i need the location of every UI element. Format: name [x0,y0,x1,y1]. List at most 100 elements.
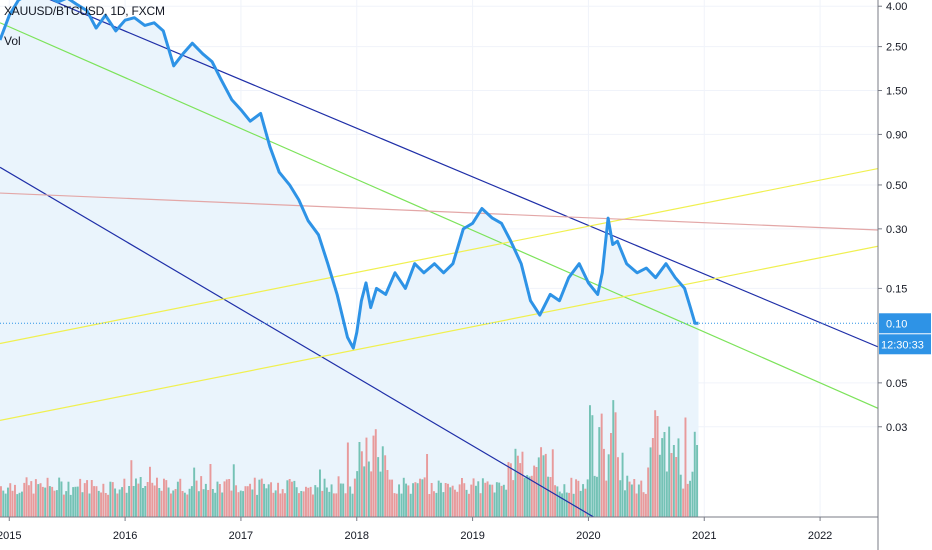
y-tick-label: 0.05 [886,378,907,390]
volume-bar [516,455,519,517]
x-tick-label: 2017 [229,530,253,542]
volume-bar [337,476,340,517]
volume-bar [46,477,49,517]
volume-bar [214,492,217,517]
volume-bar [58,477,61,517]
volume-bar [603,448,605,517]
x-tick-label: 2016 [113,530,137,542]
volume-bar [328,491,331,517]
volume-bar [305,486,307,517]
volume-bar [67,481,70,517]
volume-bar [488,484,491,517]
volume-bar [295,487,298,517]
volume-bar [186,494,189,517]
volume-bar [41,486,44,517]
volume-bar [402,477,405,517]
volume-bar [458,484,461,517]
volume-bar [407,485,410,517]
volume-bar [142,488,144,517]
volume-bar [39,483,42,517]
volume-bar [286,480,289,517]
volume-bar [358,442,361,517]
last-price-badge [879,313,931,334]
volume-bar [34,479,37,517]
volume-bar [277,482,280,517]
volume-bar [624,490,626,517]
volume-bar [551,449,554,517]
volume-bar [132,486,135,517]
volume-bar [672,445,675,517]
y-tick-label: 1.50 [886,86,907,98]
volume-bar [556,486,559,517]
volume-bar [218,484,221,517]
volume-bar [519,463,522,517]
volume-bar [172,490,175,517]
volume-bar [582,484,585,517]
symbol-legend[interactable]: XAUUSD/BTCUSD, 1D, FXCM [4,4,165,18]
volume-bar [251,489,254,517]
volume-bar [384,455,387,517]
volume-bar [163,478,165,517]
volume-bar [293,480,296,517]
y-tick-label: 4.00 [886,1,907,13]
volume-bar [74,486,77,517]
volume-bar [330,484,333,517]
volume-bar [323,478,326,517]
volume-bar [642,492,645,517]
volume-bar [514,448,517,517]
volume-bar [79,478,82,517]
volume-bar [300,491,303,517]
trend-line-channel-lower [0,166,595,517]
y-tick-label: 2.50 [886,42,907,54]
volume-bar [107,494,110,517]
volume-bar [121,487,124,517]
volume-bar [165,480,168,517]
volume-bar [537,457,540,517]
volume-bar [202,489,205,517]
volume-legend[interactable]: Vol [4,34,21,48]
volume-bar [493,492,496,517]
volume-bar [591,415,594,517]
volume-bar [689,480,692,517]
volume-bar [500,485,503,517]
volume-bar [379,471,382,517]
volume-bar [484,482,487,517]
volume-bar [391,479,394,517]
countdown-label: 12:30:33 [881,339,924,351]
volume-bar [230,490,233,517]
volume-bar [279,493,282,517]
volume-bar [221,492,224,517]
volume-bar [200,476,203,517]
volume-bar [586,479,589,517]
volume-bar [691,471,694,517]
volume-bar [114,488,117,517]
volume-bar [596,476,598,517]
volume-bar [498,482,501,517]
volume-bar [696,445,699,517]
volume-bar [651,438,654,517]
volume-bar [176,481,179,517]
volume-bar [472,478,475,517]
volume-bar [405,483,408,517]
volume-bar [104,493,107,517]
volume-bar [528,476,531,517]
volume-bar [284,493,286,517]
trend-line-support-upper [0,167,878,345]
volume-bar [416,483,419,517]
volume-bar [156,477,158,517]
volume-bar [535,467,538,517]
volume-bar [626,475,629,517]
volume-bar [598,427,601,517]
volume-bar [423,477,426,517]
volume-bar [593,475,596,517]
volume-bar [430,483,433,517]
volume-bar [447,483,449,517]
volume-bar [363,466,366,517]
volume-bar [686,483,689,517]
volume-bar [272,492,275,517]
volume-bar [558,491,561,517]
volume-bar [395,493,398,517]
volume-bar [579,490,582,517]
volume-bar [325,487,328,517]
volume-bar [316,487,319,517]
